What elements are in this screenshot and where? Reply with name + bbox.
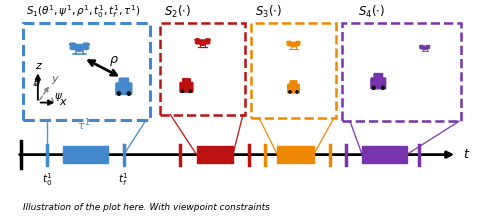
Text: z: z xyxy=(35,61,40,71)
Ellipse shape xyxy=(287,43,291,46)
FancyBboxPatch shape xyxy=(116,83,132,95)
FancyBboxPatch shape xyxy=(371,78,386,89)
Ellipse shape xyxy=(287,41,291,43)
Bar xyxy=(23,23,150,120)
Ellipse shape xyxy=(205,39,210,41)
Ellipse shape xyxy=(195,41,200,44)
Ellipse shape xyxy=(295,41,300,43)
FancyBboxPatch shape xyxy=(288,84,299,93)
Text: $\theta$: $\theta$ xyxy=(33,76,41,88)
Ellipse shape xyxy=(195,39,200,41)
Ellipse shape xyxy=(296,91,298,93)
Ellipse shape xyxy=(84,46,89,50)
Text: $S_2(\cdot)$: $S_2(\cdot)$ xyxy=(164,4,191,20)
Ellipse shape xyxy=(422,46,427,50)
Ellipse shape xyxy=(289,91,291,93)
Text: $t$: $t$ xyxy=(463,148,470,161)
Ellipse shape xyxy=(70,46,75,50)
Ellipse shape xyxy=(420,47,423,49)
Bar xyxy=(63,146,108,163)
Text: $t_0^1$: $t_0^1$ xyxy=(42,171,52,188)
Text: x: x xyxy=(59,97,66,107)
Bar xyxy=(196,146,233,163)
Ellipse shape xyxy=(127,92,130,95)
Ellipse shape xyxy=(427,47,430,49)
Ellipse shape xyxy=(117,92,121,95)
Text: Illustration of the plot here. With viewpoint constraints: Illustration of the plot here. With view… xyxy=(23,203,270,212)
Ellipse shape xyxy=(189,90,191,93)
Ellipse shape xyxy=(291,42,296,47)
Text: $\tau^1$: $\tau^1$ xyxy=(77,117,90,133)
Text: $S_4(\cdot)$: $S_4(\cdot)$ xyxy=(358,4,385,20)
Ellipse shape xyxy=(69,43,76,46)
Ellipse shape xyxy=(75,44,84,52)
Text: $\rho$: $\rho$ xyxy=(108,54,118,68)
Ellipse shape xyxy=(206,41,210,44)
Ellipse shape xyxy=(420,46,423,47)
Text: $t_f^1$: $t_f^1$ xyxy=(119,171,129,188)
Ellipse shape xyxy=(83,43,89,46)
Ellipse shape xyxy=(199,40,206,45)
FancyBboxPatch shape xyxy=(374,73,382,80)
FancyBboxPatch shape xyxy=(290,81,297,86)
FancyBboxPatch shape xyxy=(119,78,128,85)
Text: $S_1(\theta^1,\psi^1,\rho^1,t_0^1,t_f^1,\tau^1)$: $S_1(\theta^1,\psi^1,\rho^1,t_0^1,t_f^1,… xyxy=(26,3,140,20)
FancyBboxPatch shape xyxy=(180,82,193,92)
Ellipse shape xyxy=(382,86,384,89)
Ellipse shape xyxy=(181,90,184,93)
Bar xyxy=(160,23,245,115)
Ellipse shape xyxy=(296,43,300,46)
Bar xyxy=(362,146,407,163)
Ellipse shape xyxy=(372,86,375,89)
FancyBboxPatch shape xyxy=(183,79,190,85)
Text: $\psi$: $\psi$ xyxy=(54,91,63,103)
Bar xyxy=(342,23,461,121)
Text: y: y xyxy=(52,74,58,84)
Ellipse shape xyxy=(426,46,430,47)
Text: $S_3(\cdot)$: $S_3(\cdot)$ xyxy=(255,4,282,20)
Bar xyxy=(278,146,313,163)
Bar xyxy=(251,23,336,118)
